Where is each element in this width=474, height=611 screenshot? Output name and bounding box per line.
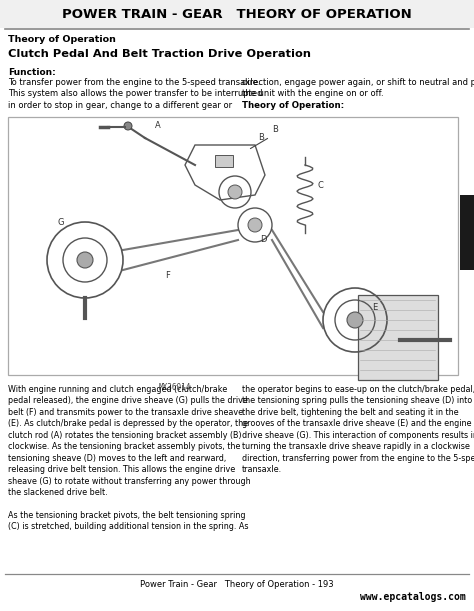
Text: B: B [258, 133, 264, 142]
Text: E: E [372, 303, 377, 312]
Text: B: B [272, 125, 278, 134]
Text: MX36014: MX36014 [159, 383, 191, 392]
Bar [460, 195, 474, 270]
Circle shape [347, 312, 363, 328]
Text: POWER TRAIN - GEAR   THEORY OF OPERATION: POWER TRAIN - GEAR THEORY OF OPERATION [62, 7, 412, 21]
Bar [0, 0, 474, 28]
Circle shape [228, 185, 242, 199]
Text: Theory of Operation:: Theory of Operation: [242, 101, 344, 110]
Text: Power Train - Gear   Theory of Operation - 193: Power Train - Gear Theory of Operation -… [140, 580, 334, 589]
Text: C: C [318, 181, 324, 190]
Text: A: A [155, 121, 161, 130]
Text: D: D [260, 235, 266, 244]
Text: With engine running and clutch engaged (clutch/brake
pedal released), the engine: With engine running and clutch engaged (… [8, 385, 251, 532]
Text: the operator begins to ease-up on the clutch/brake pedal,
the tensioning spring : the operator begins to ease-up on the cl… [242, 385, 474, 474]
Text: Theory of Operation: Theory of Operation [8, 35, 116, 44]
Text: To transfer power from the engine to the 5-speed transaxle.
This system also all: To transfer power from the engine to the… [8, 78, 263, 110]
Text: www.epcatalogs.com: www.epcatalogs.com [360, 592, 466, 602]
Text: Function:: Function: [8, 68, 56, 77]
Text: G: G [58, 218, 64, 227]
Bar [215, 155, 233, 167]
Text: F: F [165, 271, 170, 280]
Text: Clutch Pedal And Belt Traction Drive Operation: Clutch Pedal And Belt Traction Drive Ope… [8, 49, 311, 59]
Circle shape [77, 252, 93, 268]
Bar [8, 117, 458, 375]
Circle shape [248, 218, 262, 232]
Bar [358, 295, 438, 380]
Text: direction, engage power again, or shift to neutral and push
the unit with the en: direction, engage power again, or shift … [242, 78, 474, 98]
Circle shape [124, 122, 132, 130]
